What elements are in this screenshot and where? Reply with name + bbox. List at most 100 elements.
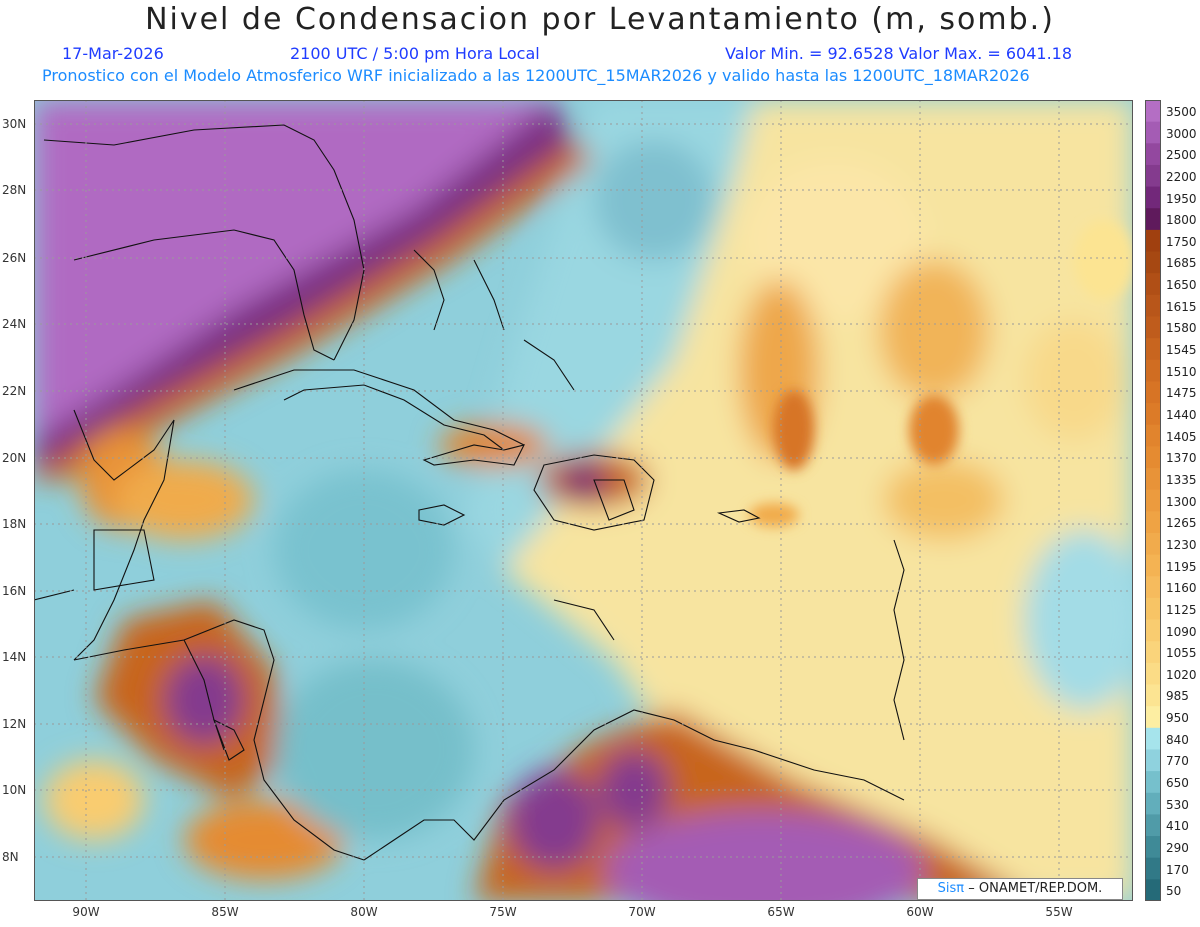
colorbar-label-840: 840 [1166, 732, 1189, 747]
x-tick-90w: 90W [72, 905, 100, 919]
colorbar-label-1685: 1685 [1166, 256, 1197, 271]
colorbar-swatch-1950 [1145, 186, 1161, 209]
colorbar-label-50: 50 [1166, 884, 1182, 899]
colorbar-frame [1145, 100, 1161, 901]
colorbar-label-950: 950 [1166, 711, 1189, 726]
y-tick-28n: 28N [2, 183, 27, 197]
colorbar-label-530: 530 [1166, 797, 1189, 812]
colorbar-swatch-410 [1145, 814, 1161, 837]
y-tick-26n: 26N [2, 251, 27, 265]
x-tick-60w: 60W [906, 905, 934, 919]
colorbar-swatch-1370 [1145, 446, 1161, 469]
colorbar-label-3000: 3000 [1166, 126, 1197, 141]
credit-box: Sisπ – ONAMET/REP.DOM. [917, 878, 1123, 900]
colorbar-swatch-1440 [1145, 403, 1161, 426]
colorbar-swatch-3000 [1145, 121, 1161, 144]
sis-logo-text: Sisπ [937, 881, 965, 896]
colorbar-swatch-1650 [1145, 273, 1161, 296]
y-tick-24n: 24N [2, 317, 27, 331]
x-tick-75w: 75W [489, 905, 517, 919]
colorbar-label-2500: 2500 [1166, 148, 1197, 163]
colorbar-label-770: 770 [1166, 754, 1189, 769]
lcl-field [34, 100, 1133, 901]
colorbar-swatch-985 [1145, 684, 1161, 707]
colorbar-swatch-840 [1145, 727, 1161, 750]
colorbar-swatch-2200 [1145, 164, 1161, 188]
colorbar-swatch-1125 [1145, 597, 1161, 621]
colorbar-label-1650: 1650 [1166, 278, 1197, 293]
colorbar-swatch-1230 [1145, 532, 1161, 556]
colorbar-label-1475: 1475 [1166, 386, 1197, 401]
y-tick-8n: 8N [2, 850, 19, 864]
map-frame [34, 100, 1133, 901]
colorbar-label-1230: 1230 [1166, 537, 1197, 552]
x-tick-70w: 70W [628, 905, 656, 919]
colorbar-swatch-1160 [1145, 576, 1161, 599]
y-tick-22n: 22N [2, 384, 27, 398]
colorbar-swatch-3500 [1145, 100, 1161, 123]
colorbar-swatch-530 [1145, 792, 1161, 815]
x-tick-55w: 55W [1045, 905, 1073, 919]
colorbar [1145, 100, 1161, 901]
colorbar-swatch-2500 [1145, 143, 1161, 166]
model-info: Pronostico con el Modelo Atmosferico WRF… [42, 66, 1030, 85]
colorbar-swatch-950 [1145, 706, 1161, 729]
credit-text: – ONAMET/REP.DOM. [968, 881, 1103, 896]
forecast-time: 2100 UTC / 5:00 pm Hora Local [290, 44, 540, 63]
min-max-values: Valor Min. = 92.6528 Valor Max. = 6041.1… [725, 44, 1073, 63]
colorbar-label-1615: 1615 [1166, 299, 1197, 314]
colorbar-swatch-1510 [1145, 359, 1161, 382]
colorbar-swatch-1750 [1145, 229, 1161, 253]
colorbar-label-1265: 1265 [1166, 516, 1197, 531]
colorbar-swatch-1580 [1145, 316, 1161, 339]
colorbar-label-290: 290 [1166, 841, 1189, 855]
colorbar-label-3500: 3500 [1166, 104, 1197, 119]
colorbar-swatch-1615 [1145, 294, 1161, 317]
coastlines [34, 124, 905, 861]
forecast-date: 17-Mar-2026 [62, 44, 164, 63]
colorbar-swatch-1055 [1145, 641, 1161, 664]
colorbar-label-1335: 1335 [1166, 472, 1197, 487]
colorbar-label-410: 410 [1166, 819, 1189, 834]
colorbar-label-1750: 1750 [1166, 234, 1197, 249]
colorbar-label-1800: 1800 [1166, 213, 1197, 228]
colorbar-label-1545: 1545 [1166, 343, 1197, 357]
colorbar-label-1090: 1090 [1166, 624, 1197, 639]
graticule [34, 100, 1133, 901]
colorbar-swatch-170 [1145, 857, 1161, 880]
colorbar-label-1300: 1300 [1166, 494, 1197, 509]
colorbar-swatch-1195 [1145, 554, 1161, 577]
x-tick-85w: 85W [211, 905, 239, 919]
colorbar-label-650: 650 [1166, 776, 1189, 790]
map-title: Nivel de Condensacion por Levantamiento … [145, 2, 1055, 37]
colorbar-label-2200: 2200 [1166, 169, 1197, 184]
x-tick-80w: 80W [350, 905, 378, 919]
y-tick-18n: 18N [2, 517, 27, 531]
y-tick-20n: 20N [2, 451, 27, 465]
colorbar-swatch-1335 [1145, 468, 1161, 491]
colorbar-label-1510: 1510 [1166, 364, 1197, 379]
colorbar-label-1020: 1020 [1166, 667, 1197, 682]
colorbar-swatch-50 [1145, 879, 1161, 901]
colorbar-label-985: 985 [1166, 689, 1189, 704]
colorbar-swatch-1800 [1145, 208, 1161, 231]
colorbar-swatch-650 [1145, 771, 1161, 794]
colorbar-label-1195: 1195 [1166, 559, 1197, 574]
colorbar-label-1440: 1440 [1166, 408, 1197, 422]
colorbar-swatch-1405 [1145, 424, 1161, 447]
colorbar-swatch-290 [1145, 836, 1161, 859]
colorbar-label-1370: 1370 [1166, 451, 1197, 466]
colorbar-label-1125: 1125 [1166, 602, 1197, 617]
y-tick-16n: 16N [2, 584, 27, 598]
colorbar-swatch-1020 [1145, 662, 1161, 686]
colorbar-swatch-1265 [1145, 511, 1161, 534]
colorbar-label-1580: 1580 [1166, 321, 1197, 336]
colorbar-label-1055: 1055 [1166, 646, 1197, 661]
y-tick-30n: 30N [2, 117, 27, 131]
colorbar-label-1160: 1160 [1166, 581, 1197, 596]
colorbar-swatch-1300 [1145, 489, 1161, 512]
lcl-detail [749, 220, 1133, 527]
colorbar-swatch-1475 [1145, 381, 1161, 404]
y-tick-10n: 10N [2, 783, 27, 797]
colorbar-label-1405: 1405 [1166, 429, 1197, 444]
